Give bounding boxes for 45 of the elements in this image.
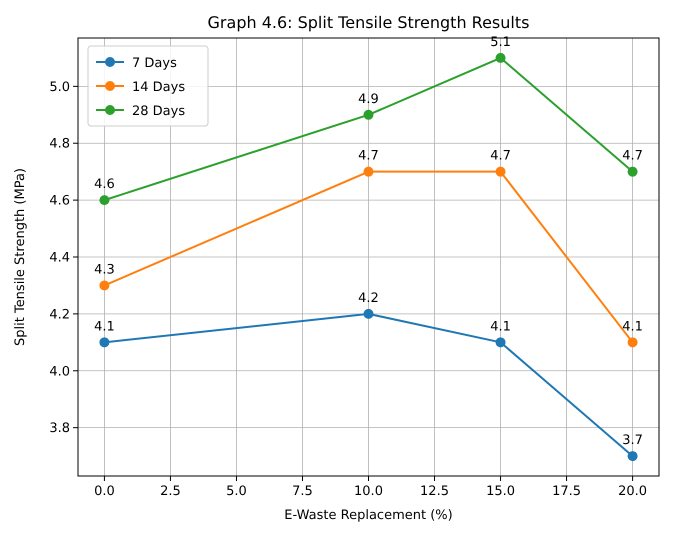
data-label: 4.1 xyxy=(622,319,643,334)
point xyxy=(99,337,110,348)
x-tick-label: 5.0 xyxy=(226,484,247,499)
legend-label: 7 Days xyxy=(132,56,178,71)
point xyxy=(496,52,506,63)
data-label: 4.3 xyxy=(94,262,115,278)
point xyxy=(99,195,110,206)
data-label: 4.7 xyxy=(622,148,643,164)
data-label: 4.9 xyxy=(358,92,379,107)
y-tick-label: 5.0 xyxy=(49,80,70,95)
point xyxy=(628,166,638,177)
x-tick-label: 15.0 xyxy=(486,484,516,499)
y-tick-label: 4.0 xyxy=(49,364,70,380)
point xyxy=(628,451,638,462)
x-tick-label: 0.0 xyxy=(94,484,115,499)
data-label: 4.1 xyxy=(94,319,115,334)
y-tick-label: 4.8 xyxy=(49,136,70,152)
y-tick-label: 4.6 xyxy=(49,194,70,209)
y-axis-title: Split Tensile Strength (MPa) xyxy=(13,168,28,346)
data-label: 3.7 xyxy=(622,433,643,448)
point xyxy=(628,337,638,348)
point xyxy=(496,337,506,348)
data-label: 4.1 xyxy=(490,319,511,334)
data-label: 4.2 xyxy=(358,290,379,306)
x-tick-label: 12.5 xyxy=(420,484,449,499)
point xyxy=(364,110,374,120)
x-tick-label: 20.0 xyxy=(618,484,648,499)
data-label: 4.6 xyxy=(94,177,115,192)
data-label: 4.7 xyxy=(358,148,379,164)
y-tick-label: 4.4 xyxy=(49,250,70,266)
x-axis-title: E-Waste Replacement (%) xyxy=(284,508,453,523)
x-tick-label: 10.0 xyxy=(354,484,383,499)
x-tick-label: 17.5 xyxy=(552,484,582,499)
point xyxy=(364,308,374,319)
x-tick-label: 2.5 xyxy=(160,484,181,499)
y-tick-label: 3.8 xyxy=(49,421,70,436)
x-tick-label: 7.5 xyxy=(292,484,313,499)
point xyxy=(496,166,506,177)
legend-label: 28 Days xyxy=(132,104,186,119)
point xyxy=(364,166,374,177)
data-label: 4.7 xyxy=(490,148,511,164)
chart-title: Graph 4.6: Split Tensile Strength Results xyxy=(208,13,530,32)
point xyxy=(99,280,110,290)
y-tick-label: 4.2 xyxy=(49,307,70,322)
legend-label: 14 Days xyxy=(132,80,186,95)
